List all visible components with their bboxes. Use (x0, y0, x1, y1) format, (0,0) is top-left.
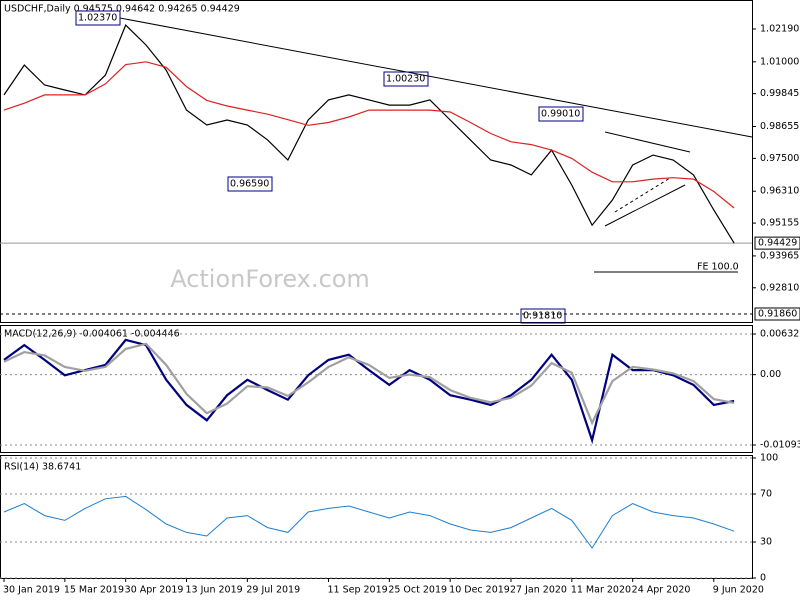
x-tick-label: 11 Sep 2019 (327, 585, 387, 596)
annotation-box (538, 106, 584, 122)
annotation-box (227, 176, 273, 192)
series-line (3, 61, 735, 209)
y-tick-label: 0.99845 (760, 88, 799, 99)
x-tick-label: 27 Jan 2020 (510, 585, 567, 596)
annotation: 0.99010 (541, 109, 580, 120)
x-tick-label: 10 Dec 2019 (449, 585, 510, 596)
x-tick-label: 24 Apr 2020 (632, 585, 691, 596)
series-line (3, 495, 735, 549)
annotation: FE 100.0 (697, 262, 739, 273)
annotation: 1.00230 (386, 74, 425, 85)
x-tick-label: 30 Apr 2019 (125, 585, 184, 596)
y-tick-label: 70 (760, 489, 772, 500)
macd-panel (0, 325, 753, 453)
annotation: 0.96590 (230, 179, 269, 190)
series-line (3, 342, 735, 426)
annotation: 1.02370 (78, 13, 117, 24)
triangle-lower (604, 184, 686, 227)
series-line (3, 24, 735, 244)
y-tick-label: 0 (760, 573, 766, 584)
y-tick-label: 0.00 (760, 369, 781, 380)
x-tick-label: 29 Jul 2019 (246, 585, 300, 596)
y-tick-label: 0.97500 (760, 153, 799, 164)
y-tick-label: 0.93965 (760, 250, 799, 261)
annotation-box (520, 308, 566, 324)
y-tick-label: 1.01000 (760, 56, 799, 67)
price-marker-box (754, 307, 800, 321)
y-tick-label: 100 (760, 453, 778, 464)
price-marker-label: 0.94429 (758, 238, 797, 249)
y-tick-label: 0.006321 (760, 328, 800, 339)
triangle-mid (614, 177, 671, 213)
y-tick-label: 0.92810 (760, 282, 799, 293)
x-tick-label: 25 Oct 2019 (388, 585, 447, 596)
x-tick-label: 9 Jun 2020 (713, 585, 764, 596)
y-tick-label: -0.010939 (760, 439, 800, 450)
triangle-upper (604, 131, 691, 153)
x-tick-label: 15 Mar 2019 (64, 585, 124, 596)
y-tick-label: 30 (760, 537, 772, 548)
x-tick-label: 13 Jun 2019 (186, 585, 243, 596)
y-tick-label: 0.98655 (760, 121, 799, 132)
watermark: ActionForex.com (170, 265, 370, 293)
panel-title: USDCHF,Daily 0.94575 0.94642 0.94265 0.9… (4, 4, 240, 15)
x-tick-label: 11 Mar 2020 (571, 585, 631, 596)
y-tick-label: 0.96310 (760, 186, 799, 197)
panel-title: RSI(14) 38.6741 (4, 462, 81, 473)
y-tick-label: 0.95155 (760, 218, 799, 229)
annotation-box (75, 10, 121, 26)
series-line (3, 338, 735, 445)
annotation: 0.91810 (523, 311, 562, 322)
x-tick-label: 30 Jan 2019 (3, 585, 60, 596)
y-tick-label: 1.02190 (760, 23, 799, 34)
trendline (119, 17, 753, 138)
price-marker-box (754, 236, 800, 250)
annotation-box (383, 71, 429, 87)
price-marker-label: 0.91860 (758, 308, 797, 319)
price-panel (0, 0, 753, 323)
